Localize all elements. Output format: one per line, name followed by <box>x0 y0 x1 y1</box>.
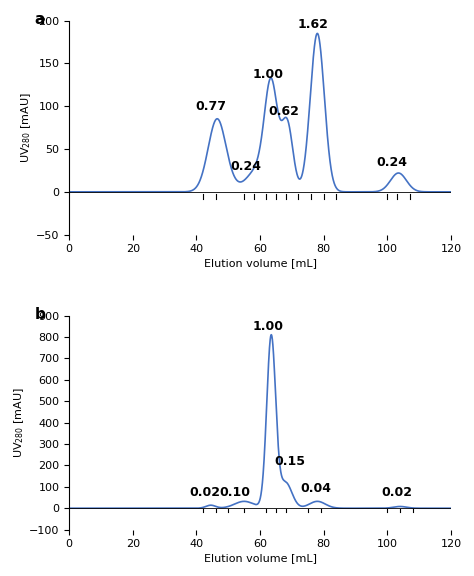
Text: b: b <box>35 307 46 322</box>
Text: 0.62: 0.62 <box>268 105 300 118</box>
Text: a: a <box>35 12 45 27</box>
Text: 0.04: 0.04 <box>300 482 331 495</box>
Y-axis label: UV$_{280}$ [mAU]: UV$_{280}$ [mAU] <box>12 387 27 458</box>
Text: 0.77: 0.77 <box>195 100 226 113</box>
Text: 0.02: 0.02 <box>382 486 412 499</box>
X-axis label: Elution volume [mL]: Elution volume [mL] <box>203 554 317 563</box>
Y-axis label: UV$_{280}$ [mAU]: UV$_{280}$ [mAU] <box>19 92 33 163</box>
Text: 0.24: 0.24 <box>230 160 261 173</box>
Text: 0.02: 0.02 <box>189 486 220 499</box>
Text: 0.24: 0.24 <box>376 156 408 169</box>
Text: 1.62: 1.62 <box>297 18 328 31</box>
Text: 1.00: 1.00 <box>253 320 283 332</box>
X-axis label: Elution volume [mL]: Elution volume [mL] <box>203 259 317 268</box>
Text: 1.00: 1.00 <box>253 67 283 81</box>
Text: 0.15: 0.15 <box>275 454 306 468</box>
Text: 0.10: 0.10 <box>219 486 250 499</box>
